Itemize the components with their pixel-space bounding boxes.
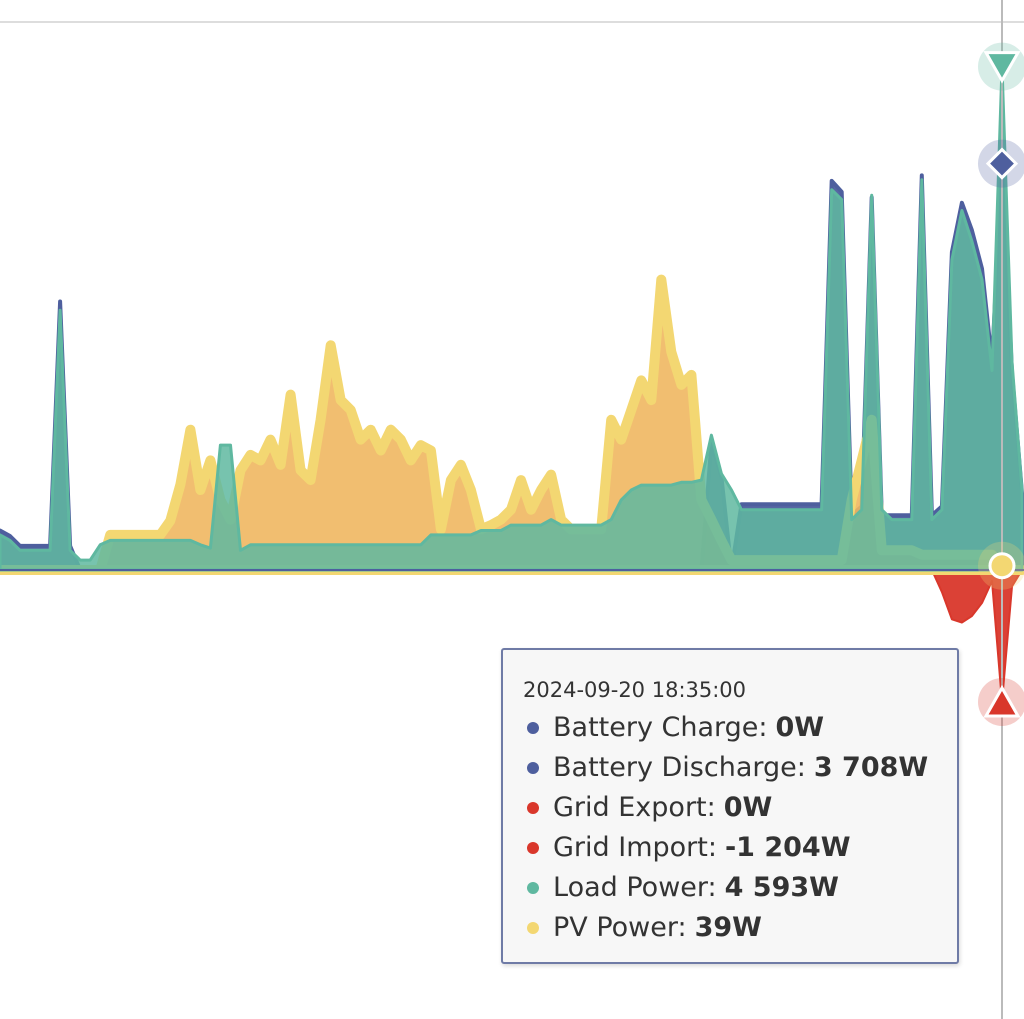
tooltip-time: 2024-09-20 18:35:00 (523, 678, 747, 702)
grid-import-marker (978, 677, 1024, 726)
tooltip-value: -1 204W (724, 832, 851, 863)
tooltip-label: PV Power: (553, 912, 687, 943)
tooltip-value: 0W (775, 712, 825, 743)
tooltip-row: Load Power: 4 593W (523, 868, 957, 908)
tooltip-row: Grid Export: 0W (523, 788, 957, 828)
battery-discharge-marker (978, 139, 1024, 188)
tooltip: 2024-09-20 18:35:00 Battery Charge: 0W Bat… (501, 648, 959, 964)
series-dot-icon (527, 802, 539, 814)
tooltip-value: 4 593W (724, 872, 839, 903)
series-dot-icon (527, 842, 539, 854)
tooltip-row: PV Power: 39W (523, 908, 957, 948)
tooltip-label: Grid Export: (553, 792, 716, 823)
load-power-marker (978, 42, 1024, 91)
series-dot-icon (527, 882, 539, 894)
series-dot-icon (527, 722, 539, 734)
tooltip-row: Grid Import: -1 204W (523, 828, 957, 868)
pv-power-marker (978, 541, 1024, 590)
tooltip-label: Battery Charge: (553, 712, 768, 743)
tooltip-value: 3 708W (813, 752, 929, 783)
tooltip-value: 0W (723, 792, 773, 823)
tooltip-label: Battery Discharge: (553, 752, 806, 783)
series-dot-icon (527, 762, 539, 774)
tooltip-label: Load Power: (553, 872, 717, 903)
series-dot-icon (527, 922, 539, 934)
tooltip-row: Battery Charge: 0W (523, 708, 957, 748)
tooltip-value: 39W (694, 912, 762, 943)
tooltip-label: Grid Import: (553, 832, 717, 863)
load-power-area (0, 65, 1024, 572)
tooltip-row: Battery Discharge: 3 708W (523, 748, 957, 788)
